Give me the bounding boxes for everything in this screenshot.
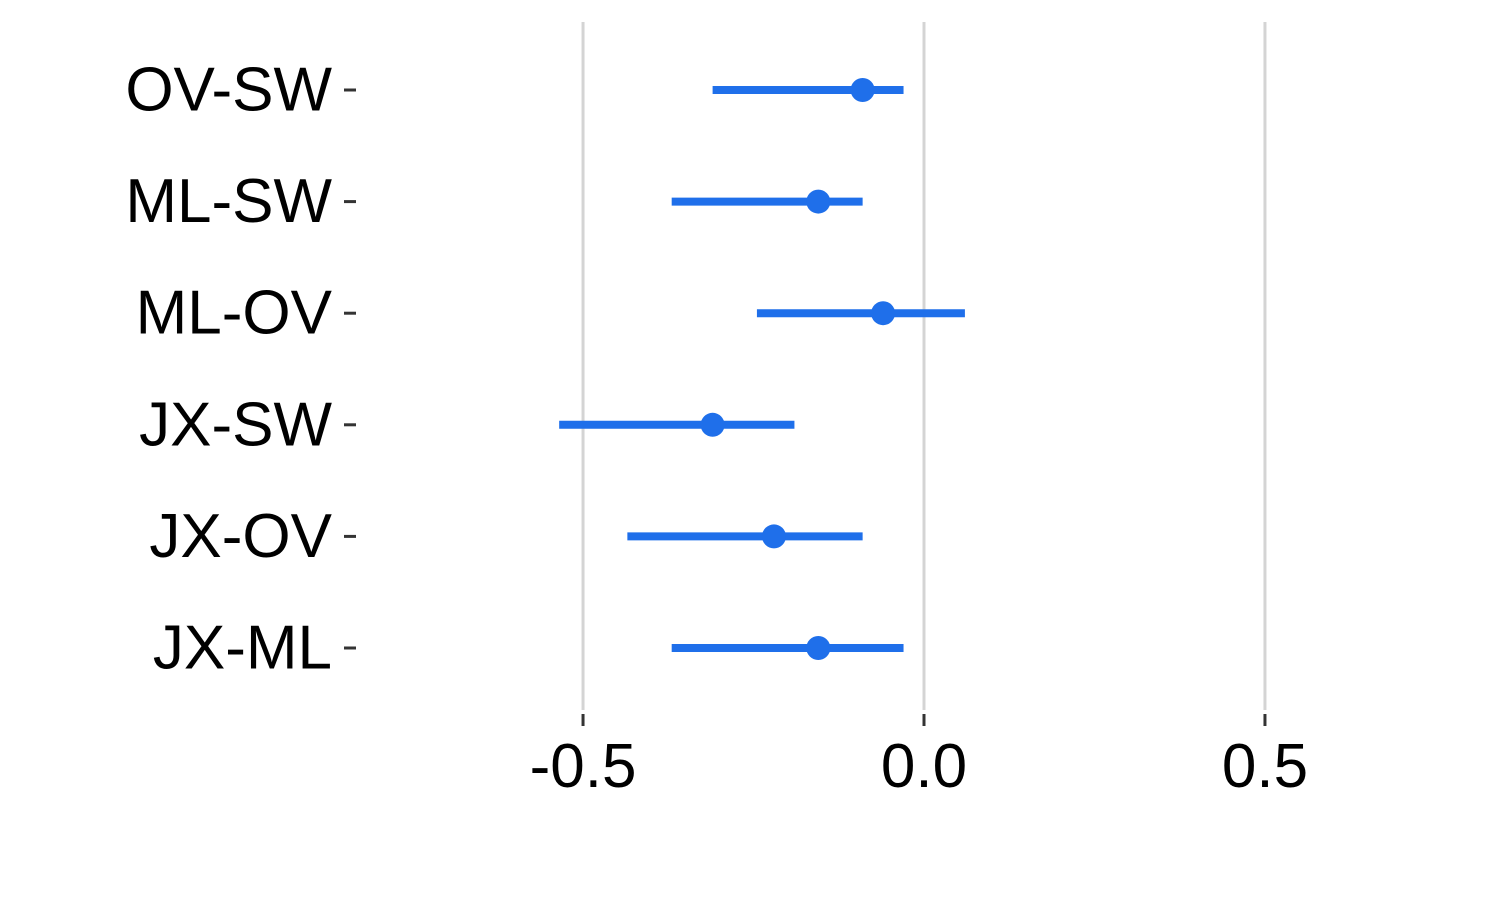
y-tick-label: OV-SW (125, 56, 332, 125)
x-axis: -0.5 0.0 0.5 (530, 714, 1308, 801)
y-tick-label: JX-SW (139, 390, 332, 459)
x-tick-label: -0.5 (530, 732, 637, 801)
gridlines (581, 22, 1267, 710)
point-estimate (871, 301, 896, 326)
y-tick-label: ML-OV (136, 279, 333, 348)
x-tick-label: 0.0 (881, 732, 967, 801)
y-tick-label: ML-SW (125, 167, 332, 236)
y-tick-label: JX-ML (153, 614, 332, 683)
point-estimate (806, 189, 831, 214)
point-estimate (806, 636, 831, 660)
point-estimate (761, 524, 786, 549)
y-axis: OV-SW ML-SW ML-OV JX-SW JX-OV JX-ML (125, 56, 356, 683)
y-tick-label: JX-OV (149, 502, 332, 571)
data-marks (559, 78, 965, 660)
point-estimate (850, 78, 875, 102)
point-estimate (700, 412, 725, 437)
x-tick-label: 0.5 (1222, 732, 1308, 801)
